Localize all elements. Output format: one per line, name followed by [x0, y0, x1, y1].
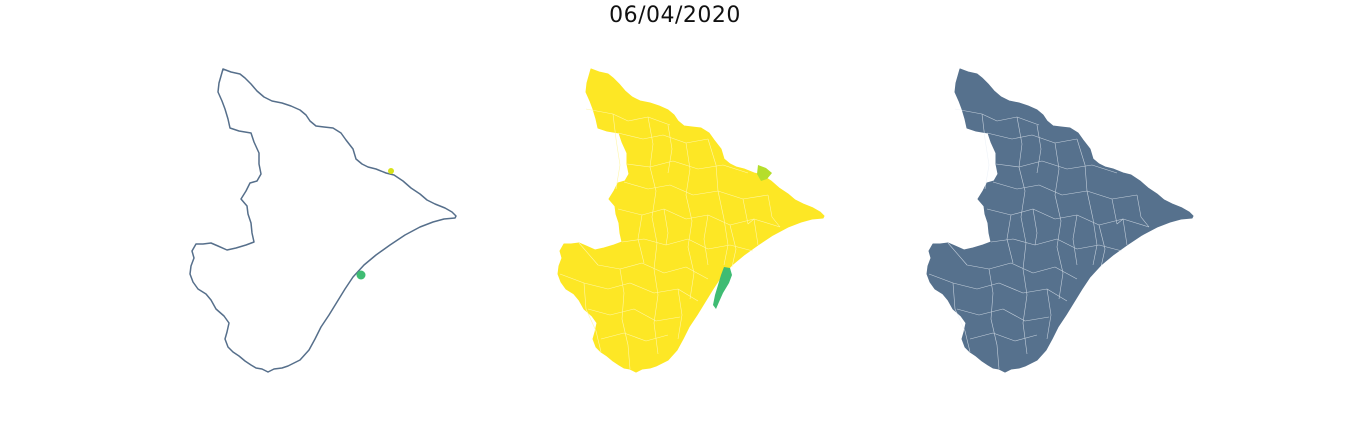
state-fill-slate	[926, 68, 1194, 373]
map-panel-choropleth	[557, 68, 825, 373]
map-panel-municipalities	[926, 68, 1194, 373]
figure-title: 06/04/2020	[609, 3, 741, 28]
case-point-green	[356, 270, 366, 280]
map-panel-outline	[189, 68, 457, 373]
state-outline	[189, 68, 457, 373]
state-fill-yellow	[557, 68, 825, 373]
case-point-yellow	[388, 168, 394, 174]
